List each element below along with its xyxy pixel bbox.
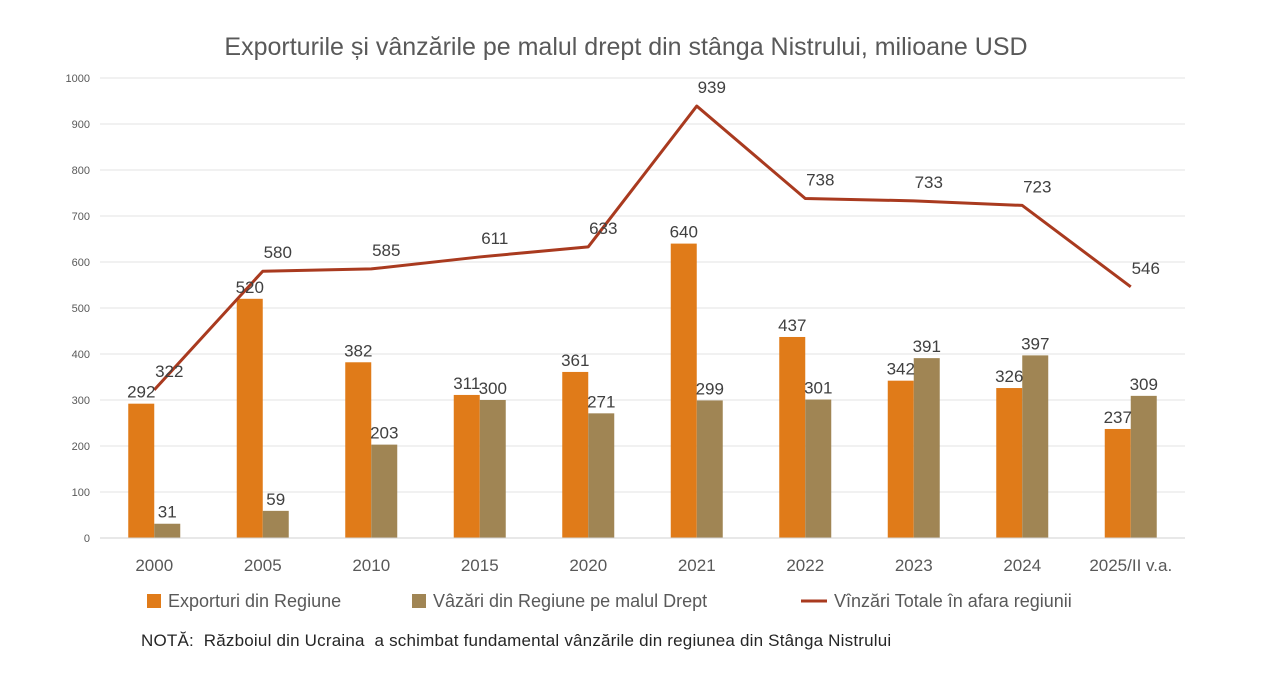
y-tick-label: 0 — [84, 533, 90, 545]
bar-right-bank-sales — [1022, 355, 1049, 538]
bar-right-bank-sales — [1130, 395, 1157, 538]
y-tick-label: 900 — [72, 119, 90, 131]
y-tick-label: 500 — [72, 303, 90, 315]
x-tick-label: 2022 — [786, 556, 824, 575]
data-label: 437 — [778, 316, 806, 335]
y-tick-label: 300 — [72, 395, 90, 407]
x-tick-label: 2021 — [678, 556, 716, 575]
data-label: 31 — [158, 503, 177, 522]
data-label: 326 — [995, 367, 1023, 386]
bar-right-bank-sales — [371, 444, 398, 538]
chart-title: Exporturile și vânzările pe malul drept … — [224, 33, 1027, 61]
data-label: 580 — [264, 243, 292, 262]
bar-exports — [128, 403, 155, 538]
bar-right-bank-sales — [588, 413, 615, 538]
total-sales-line — [153, 104, 1132, 391]
line-series — [153, 104, 1132, 391]
data-label: 520 — [236, 278, 264, 297]
y-tick-label: 600 — [72, 257, 90, 269]
data-label: 203 — [370, 424, 398, 443]
data-label: 59 — [266, 490, 285, 509]
bar-exports — [236, 298, 263, 538]
y-tick-label: 100 — [72, 487, 90, 499]
data-label: 301 — [804, 379, 832, 398]
legend: Exporturi din Regiune Vâzări din Regiune … — [147, 591, 1072, 611]
data-label: 382 — [344, 341, 372, 360]
data-label: 546 — [1132, 259, 1160, 278]
x-tick-label: 2025/II v.a. — [1089, 556, 1172, 575]
bar-right-bank-sales — [262, 510, 289, 538]
bar-exports — [887, 380, 914, 538]
legend-label: Vâzări din Regiune pe malul Drept — [433, 591, 707, 611]
data-label: 300 — [479, 379, 507, 398]
y-tick-label: 700 — [72, 211, 90, 223]
data-label: 585 — [372, 241, 400, 260]
x-tick-label: 2024 — [1003, 556, 1041, 575]
data-label: 311 — [453, 374, 480, 393]
chart-note: NOTĂ: Războiul din Ucraina a schimbat fu… — [141, 631, 891, 650]
data-label: 633 — [589, 219, 617, 238]
y-tick-label: 1000 — [66, 73, 90, 85]
data-label: 640 — [670, 223, 698, 242]
data-label: 723 — [1023, 177, 1051, 196]
data-label: 939 — [698, 78, 726, 97]
bar-right-bank-sales — [479, 400, 506, 538]
data-label: 733 — [915, 173, 943, 192]
y-tick-label: 400 — [72, 349, 90, 361]
x-tick-label: 2010 — [352, 556, 390, 575]
legend-label: Vînzări Totale în afara regiunii — [834, 591, 1072, 611]
data-label: 309 — [1130, 375, 1158, 394]
bar-right-bank-sales — [154, 523, 181, 538]
legend-swatch — [412, 594, 426, 608]
bar-exports — [779, 336, 806, 538]
bar-exports — [562, 371, 589, 538]
bar-right-bank-sales — [696, 400, 723, 538]
bar-exports — [345, 362, 372, 538]
legend-label: Exporturi din Regiune — [168, 591, 341, 611]
bar-right-bank-sales — [913, 358, 940, 538]
bars — [128, 243, 1157, 538]
x-tick-label: 2005 — [244, 556, 282, 575]
data-label: 738 — [806, 171, 834, 190]
gridlines — [100, 77, 1185, 539]
y-axis: 0 100 200 300 400 500 600 700 800 900 1000 — [66, 73, 90, 545]
legend-swatch — [147, 594, 161, 608]
data-label: 391 — [913, 337, 941, 356]
x-tick-label: 2023 — [895, 556, 933, 575]
data-label: 342 — [887, 360, 915, 379]
data-label: 322 — [155, 362, 183, 381]
y-tick-label: 200 — [72, 441, 90, 453]
x-tick-label: 2000 — [135, 556, 173, 575]
data-labels: 292 520 382 311 361 640 437 342 326 237 31 59 203 300… — [127, 78, 1160, 522]
bar-exports — [670, 243, 697, 538]
bar-exports — [1104, 428, 1131, 538]
x-tick-label: 2020 — [569, 556, 607, 575]
y-tick-label: 800 — [72, 165, 90, 177]
data-label: 292 — [127, 383, 155, 402]
bar-exports — [453, 394, 480, 538]
bar-right-bank-sales — [805, 399, 832, 538]
data-label: 361 — [561, 351, 589, 370]
data-label: 271 — [587, 392, 615, 411]
data-label: 237 — [1104, 408, 1132, 427]
data-label: 299 — [696, 379, 724, 398]
x-tick-label: 2015 — [461, 556, 499, 575]
bar-exports — [996, 388, 1023, 538]
data-label: 611 — [481, 229, 508, 248]
x-axis: 2000 2005 2010 2015 2020 2021 2022 2023 2024 2025… — [100, 537, 1185, 575]
data-label: 397 — [1021, 334, 1049, 353]
